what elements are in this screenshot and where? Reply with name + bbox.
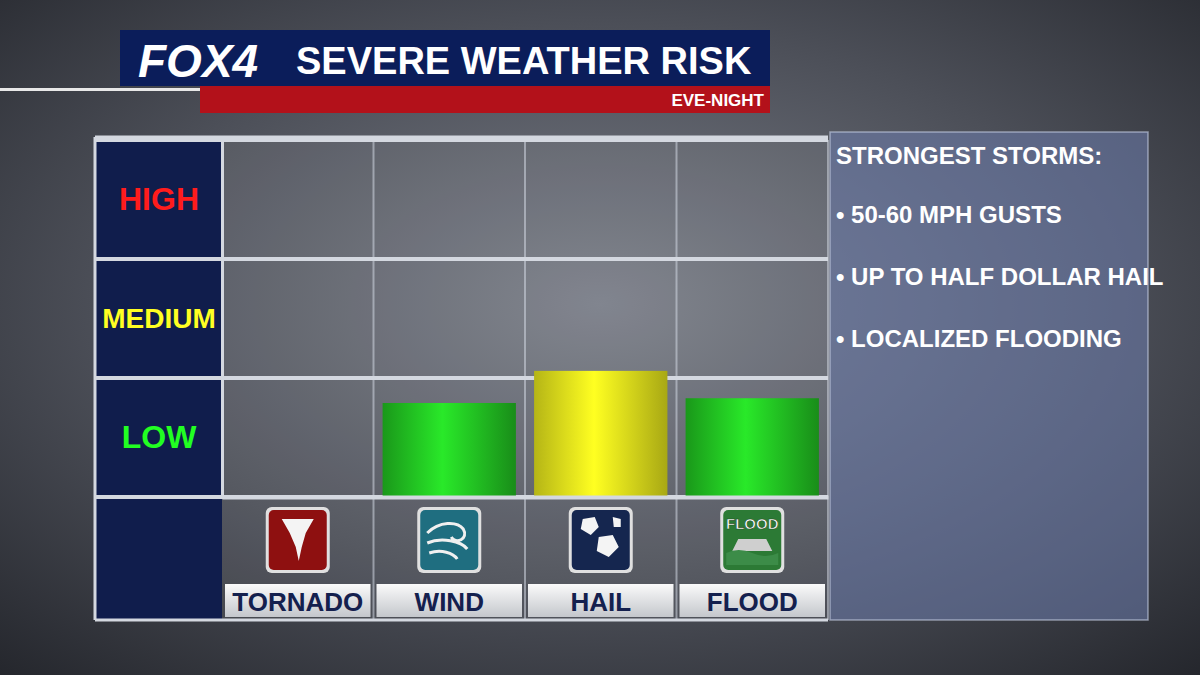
y-tick: LOW	[122, 419, 222, 455]
icon-frame	[417, 507, 481, 573]
y-tick-label: HIGH	[119, 181, 199, 217]
grid-line	[96, 495, 828, 499]
logo: FOX4	[138, 35, 258, 87]
bar	[686, 398, 819, 497]
icon-face	[269, 510, 327, 570]
x-tick: HAIL	[570, 497, 631, 617]
y-tick-label: MEDIUM	[102, 303, 216, 334]
title-banner	[120, 30, 770, 86]
icons: FLOOD	[266, 507, 785, 573]
icon-shape	[581, 517, 621, 557]
x-axis: TORNADO WIND HAIL FLOOD	[223, 497, 829, 617]
panel-item: • 50-60 MPH GUSTS	[836, 201, 1062, 228]
category-box	[377, 584, 523, 617]
y-tick-label: LOW	[122, 419, 197, 455]
grid	[96, 140, 828, 497]
y-axis-line	[221, 141, 224, 498]
x-axis-line	[223, 496, 829, 500]
icon	[417, 507, 481, 573]
x-tick-label: FLOOD	[707, 587, 798, 617]
bar	[534, 371, 667, 497]
icon-face	[723, 510, 781, 570]
category-box	[528, 584, 674, 617]
icon-frame	[266, 507, 330, 573]
grid-line	[96, 376, 828, 380]
panel-item: • UP TO HALF DOLLAR HAIL	[836, 263, 1164, 290]
y-tick: HIGH	[119, 181, 222, 217]
panel-heading: STRONGEST STORMS:	[836, 142, 1102, 169]
icon-face	[420, 510, 478, 570]
bar	[383, 403, 516, 497]
grid-line	[96, 257, 828, 261]
x-tick-label: TORNADO	[232, 587, 363, 617]
icon-text: FLOOD	[726, 515, 779, 532]
icon: FLOOD	[720, 507, 784, 573]
icon-frame	[569, 507, 633, 573]
icon-face	[572, 510, 630, 570]
icon	[266, 507, 330, 573]
x-tick-label: HAIL	[570, 587, 631, 617]
annotation-panel	[830, 132, 1148, 620]
grid-line	[96, 138, 828, 142]
x-tick-label: WIND	[415, 587, 484, 617]
category-box	[225, 584, 371, 617]
x-tick: TORNADO	[232, 497, 363, 617]
frame-bottom	[95, 619, 828, 622]
y-tick: MEDIUM	[102, 303, 222, 334]
y-axis: LOW MEDIUM HIGH	[102, 141, 222, 498]
category-box	[680, 584, 826, 617]
chart: FOX4 SEVERE WEATHER RISK EVE-NIGHT LOW MEDIU…	[0, 0, 1200, 675]
title: SEVERE WEATHER RISK	[296, 40, 752, 82]
subtitle: EVE-NIGHT	[671, 91, 764, 110]
banner-line	[0, 88, 200, 91]
icon-shape	[732, 539, 772, 551]
background	[0, 0, 1200, 675]
category-boxes	[225, 584, 825, 617]
icon	[569, 507, 633, 573]
icon-frame	[720, 507, 784, 573]
icon-shape	[282, 519, 314, 561]
subtitle-banner	[200, 86, 770, 113]
bars	[383, 371, 819, 497]
icon-shape	[427, 523, 467, 559]
panel-item: • LOCALIZED FLOODING	[836, 325, 1122, 352]
x-tick: WIND	[415, 497, 484, 617]
x-tick: FLOOD	[707, 497, 798, 617]
icon-water	[726, 550, 778, 565]
